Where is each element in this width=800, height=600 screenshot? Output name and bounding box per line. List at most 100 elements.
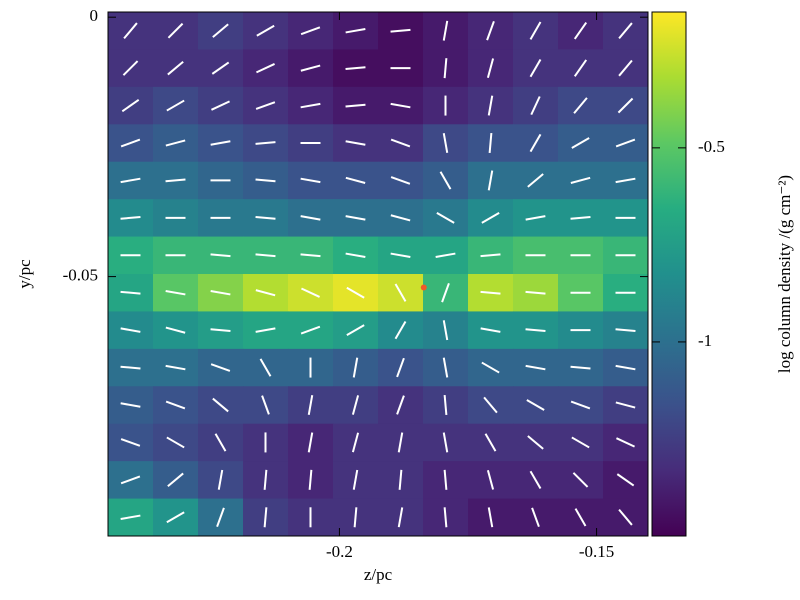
polarization-vector — [212, 397, 229, 413]
polarization-vector — [120, 290, 141, 295]
polarization-vector — [397, 432, 404, 453]
plot-frame — [107, 11, 649, 537]
polarization-vector — [120, 215, 141, 220]
polarization-vector — [442, 357, 449, 378]
polarization-vector — [481, 211, 500, 224]
polarization-vector — [615, 364, 636, 371]
polarization-vector — [486, 20, 495, 41]
polarization-vector — [390, 176, 411, 185]
polarization-vector — [394, 320, 407, 340]
polarization-vector — [345, 66, 366, 71]
polarization-vector — [398, 469, 403, 490]
polarization-vector — [165, 289, 186, 296]
polarization-vector — [483, 396, 498, 414]
polarization-vector — [390, 138, 411, 148]
polarization-vector — [346, 324, 365, 337]
polarization-vector — [255, 289, 276, 297]
polarization-vector — [300, 64, 321, 72]
polarization-vector — [442, 320, 449, 341]
polarization-vector — [525, 364, 546, 371]
polarization-vector — [480, 327, 501, 333]
polarization-vector — [300, 215, 321, 221]
polarization-vector — [571, 436, 590, 449]
polarization-vector — [525, 328, 546, 333]
polarization-vector — [390, 252, 411, 259]
polarization-vector — [570, 400, 591, 410]
polarization-vector — [353, 507, 358, 528]
polarization-vector — [345, 176, 366, 184]
polarization-vector — [531, 507, 540, 528]
polarization-vector — [120, 402, 141, 408]
polarization-vector — [120, 475, 141, 485]
polarization-vector — [351, 395, 360, 415]
polarization-vector — [436, 211, 455, 224]
y-axis-label: y/pc — [15, 259, 34, 289]
polarization-vector — [212, 23, 229, 38]
polarization-vector — [390, 28, 411, 33]
polarization-vector — [300, 26, 321, 36]
polarization-vector — [210, 289, 231, 296]
polarization-vector — [618, 508, 633, 526]
polarization-vector — [442, 20, 449, 41]
polarization-vector — [529, 133, 542, 153]
polarization-vector — [527, 435, 544, 450]
polarization-vector — [167, 472, 184, 488]
polarization-vector — [256, 24, 275, 37]
polarization-vector — [616, 437, 635, 448]
polarization-vector — [120, 177, 141, 184]
polarization-vector — [263, 469, 268, 490]
polarization-vector — [570, 215, 591, 220]
polarization-vector — [216, 507, 225, 528]
polarization-vector — [255, 215, 276, 220]
polarization-vector — [488, 132, 493, 154]
polarization-vector — [255, 141, 276, 145]
polarization-vector — [615, 138, 636, 148]
polarization-vector — [345, 140, 366, 146]
polarization-vector — [345, 252, 366, 259]
polarization-vector — [618, 59, 633, 77]
polarization-vector — [396, 395, 405, 415]
polarization-vector — [573, 97, 588, 114]
polarization-vector — [351, 432, 360, 453]
polarization-vector — [121, 99, 140, 113]
polarization-vector — [301, 287, 320, 298]
polarization-vector — [573, 59, 588, 77]
polarization-vector — [120, 365, 141, 370]
colorbar — [651, 11, 687, 537]
polarization-vector — [525, 215, 546, 221]
polarization-vector — [443, 58, 448, 79]
polarization-vector — [300, 253, 321, 258]
polarization-vector — [570, 176, 591, 184]
polarization-vector — [397, 507, 404, 528]
polarization-vector — [308, 469, 313, 490]
polarization-vector — [615, 328, 636, 333]
polarization-vector — [441, 282, 450, 303]
polarization-vector — [617, 97, 634, 114]
polarization-vector — [572, 472, 589, 488]
polarization-vector — [443, 469, 448, 490]
polarization-vector — [166, 436, 185, 449]
polarization-vector — [167, 60, 184, 76]
x-axis-label: z/pc — [364, 565, 393, 584]
polarization-vector — [525, 290, 546, 295]
polarization-vector — [487, 170, 494, 191]
polarization-vector — [263, 507, 268, 528]
polarization-vector — [167, 22, 184, 39]
x-tick-label: -0.15 — [579, 542, 614, 561]
colorbar-tick-label: -1 — [698, 331, 712, 350]
polarization-vector — [165, 139, 186, 147]
polarization-vector — [484, 433, 497, 452]
polarization-vector — [527, 173, 544, 188]
y-tick-label: -0.05 — [63, 266, 98, 285]
polarization-vector — [487, 95, 494, 116]
polarization-vector — [165, 400, 186, 410]
polarization-vector — [259, 358, 272, 377]
polarization-vector — [439, 171, 452, 190]
polarization-vector — [120, 514, 141, 521]
polarization-vector — [442, 432, 449, 453]
polarization-vector — [530, 96, 541, 116]
polarization-vector — [255, 327, 276, 333]
polarization-vector — [122, 60, 139, 76]
polarization-vector — [166, 99, 185, 112]
polarization-vector — [529, 470, 542, 490]
